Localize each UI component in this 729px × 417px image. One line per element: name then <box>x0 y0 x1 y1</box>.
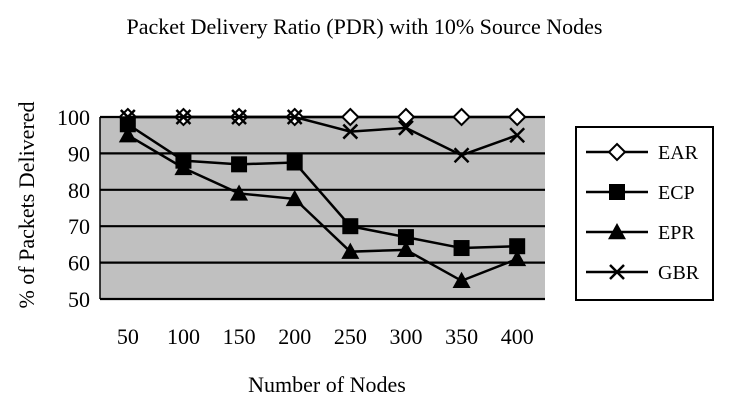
y-tick-label: 60 <box>68 251 90 276</box>
x-axis-ticks: 50 100 150 200 250 300 350 400 <box>117 324 534 349</box>
data-point-diamond <box>452 107 471 127</box>
data-point-triangle <box>285 189 304 207</box>
data-point-x <box>398 120 414 136</box>
data-point-square <box>453 240 470 257</box>
series-lines <box>118 107 527 288</box>
y-tick-label: 90 <box>68 141 90 166</box>
x-tick-label: 150 <box>223 324 256 349</box>
data-point-x <box>175 109 192 125</box>
x-tick-label: 100 <box>167 324 200 349</box>
data-point-triangle <box>508 249 527 267</box>
data-point-diamond <box>340 107 360 127</box>
y-axis-ticks: 50 60 70 80 90 100 <box>57 105 90 312</box>
legend-label: EPR <box>658 222 695 244</box>
data-point-diamond <box>507 107 527 127</box>
data-point-triangle <box>341 242 360 259</box>
x-tick-label: 400 <box>501 324 534 349</box>
series-line <box>127 115 518 157</box>
data-point-x <box>286 109 303 125</box>
x-tick-label: 350 <box>445 324 478 349</box>
x-tick-label: 250 <box>334 324 367 349</box>
legend-label: EAR <box>658 142 699 164</box>
data-point-diamond <box>396 107 416 127</box>
data-point-square <box>609 184 625 200</box>
series-epr <box>118 126 527 288</box>
y-tick-label: 70 <box>68 214 90 239</box>
y-tick-label: 100 <box>57 105 90 130</box>
data-point-triangle <box>118 126 137 143</box>
data-point-x <box>609 264 625 280</box>
data-point-triangle <box>608 223 626 240</box>
data-point-x <box>453 147 470 164</box>
y-tick-label: 80 <box>68 178 90 203</box>
data-point-triangle <box>396 240 415 258</box>
data-point-square <box>286 154 303 171</box>
legend-items: EAR ECP EPR GBR <box>586 142 700 284</box>
x-tick-label: 200 <box>278 324 311 349</box>
series-line <box>127 123 518 250</box>
data-point-square <box>231 156 248 173</box>
x-axis-label: Number of Nodes <box>248 372 406 397</box>
data-point-x <box>231 109 247 125</box>
data-point-square <box>397 229 414 246</box>
data-point-x <box>119 109 136 125</box>
data-point-triangle <box>174 158 193 176</box>
legend-label: ECP <box>658 182 695 204</box>
plot-area <box>100 117 545 299</box>
data-point-diamond <box>607 142 627 162</box>
y-axis-label: % of Packets Delivered <box>14 101 39 308</box>
chart-title: Packet Delivery Ratio (PDR) with 10% Sou… <box>126 14 603 39</box>
legend-item-epr: EPR <box>586 222 695 244</box>
data-point-square <box>342 218 359 235</box>
data-point-triangle <box>230 184 249 201</box>
y-tick-label: 50 <box>68 287 90 312</box>
series-line <box>127 134 518 283</box>
legend-label: GBR <box>658 262 700 284</box>
data-point-square <box>509 238 526 255</box>
legend-item-ecp: ECP <box>586 182 695 204</box>
x-tick-label: 300 <box>389 324 422 349</box>
data-point-x <box>509 127 526 144</box>
series-ecp <box>119 116 526 257</box>
series-gbr <box>119 109 526 164</box>
legend-item-ear: EAR <box>586 142 699 164</box>
data-point-triangle <box>452 271 471 288</box>
legend: EAR ECP EPR GBR <box>575 126 714 301</box>
x-tick-label: 50 <box>117 324 139 349</box>
legend-item-gbr: GBR <box>586 262 700 284</box>
data-point-x <box>342 123 359 140</box>
